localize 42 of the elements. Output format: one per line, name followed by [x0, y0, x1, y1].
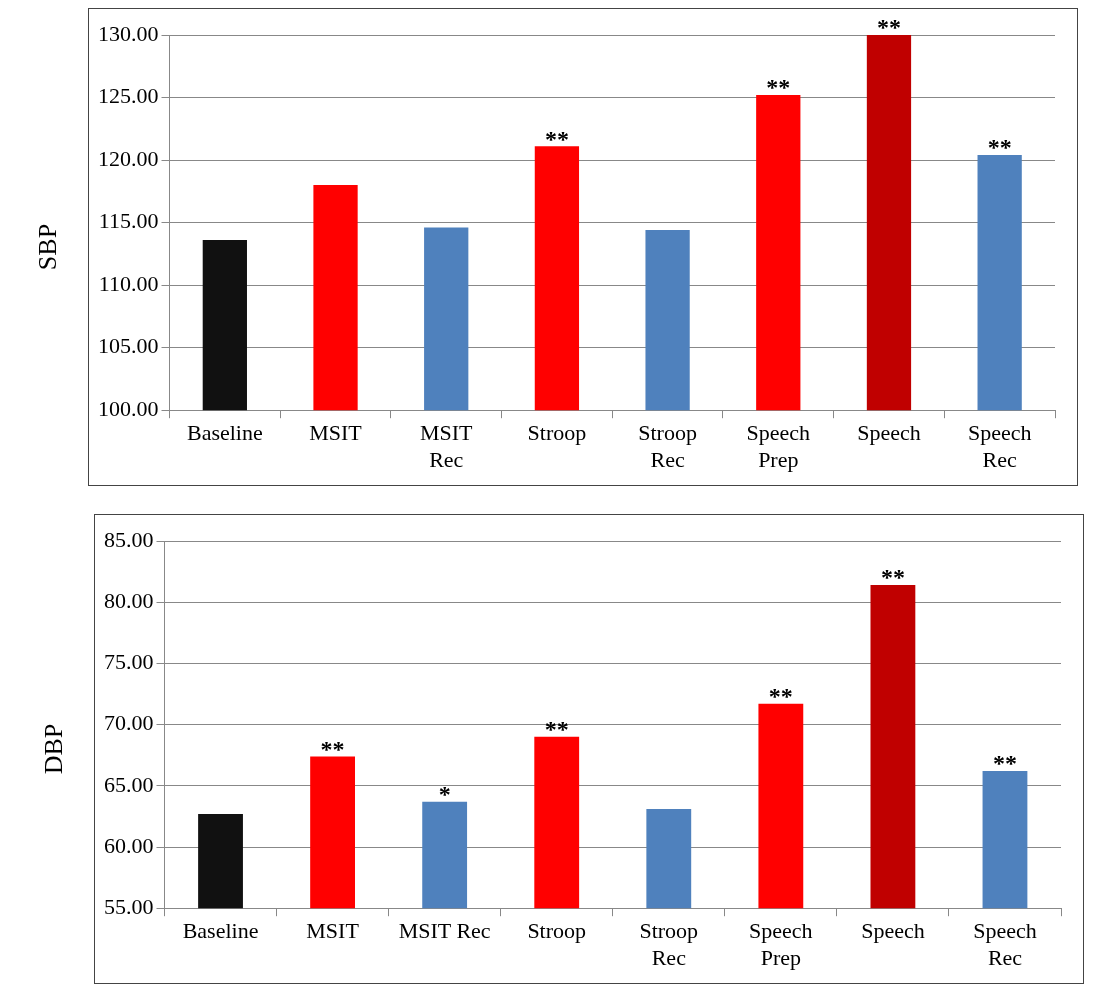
annotation: ** — [766, 74, 791, 101]
annotation: ** — [987, 134, 1012, 161]
y-tick-label: 110.00 — [98, 270, 159, 296]
y-tick-label: 55.00 — [104, 893, 154, 919]
annotation: ** — [544, 716, 569, 743]
annotation: ** — [768, 683, 793, 709]
x-tick-label: Baseline — [186, 420, 263, 446]
annotation: ** — [880, 564, 905, 591]
x-tick-label: Stroop — [527, 420, 587, 446]
x-tick-label: Stroop Rec — [638, 420, 697, 472]
y-tick-label: 125.00 — [98, 83, 159, 109]
y-tick-label: 100.00 — [98, 395, 159, 421]
y-axis-title: SBP — [32, 223, 63, 271]
y-tick-label: 80.00 — [104, 587, 154, 613]
x-tick-label: Speech — [857, 420, 921, 446]
x-tick-label: Stroop Rec — [639, 918, 699, 970]
annotation: ** — [992, 750, 1017, 777]
x-tick-label: MSIT — [306, 918, 360, 944]
x-tick-label: Speech Prep — [746, 420, 811, 472]
y-axis-title: DBP — [38, 723, 69, 775]
annotation: ** — [320, 735, 345, 762]
y-tick-label: 130.00 — [98, 20, 159, 46]
y-tick-label: 60.00 — [104, 832, 154, 858]
annotation: ** — [876, 14, 901, 41]
x-tick-label: MSIT Rec — [398, 918, 491, 944]
y-tick-label: 115.00 — [98, 208, 159, 234]
x-tick-label: Speech — [861, 918, 925, 944]
annotation: * — [438, 780, 451, 807]
y-tick-label: 75.00 — [104, 649, 154, 675]
x-tick-label: Speech Prep — [749, 918, 813, 970]
y-tick-label: 120.00 — [98, 145, 159, 171]
x-tick-label: MSIT Rec — [419, 420, 474, 472]
x-tick-label: Stroop — [527, 918, 587, 944]
x-tick-label: Speech Rec — [973, 918, 1037, 970]
y-tick-label: 65.00 — [104, 771, 154, 797]
x-tick-label: MSIT — [309, 420, 363, 446]
y-tick-label: 70.00 — [104, 710, 154, 736]
x-tick-label: Speech Rec — [967, 420, 1032, 472]
y-tick-label: 105.00 — [98, 333, 159, 359]
x-tick-label: Baseline — [182, 918, 259, 944]
annotation: ** — [544, 125, 569, 152]
y-tick-label: 85.00 — [104, 526, 154, 552]
